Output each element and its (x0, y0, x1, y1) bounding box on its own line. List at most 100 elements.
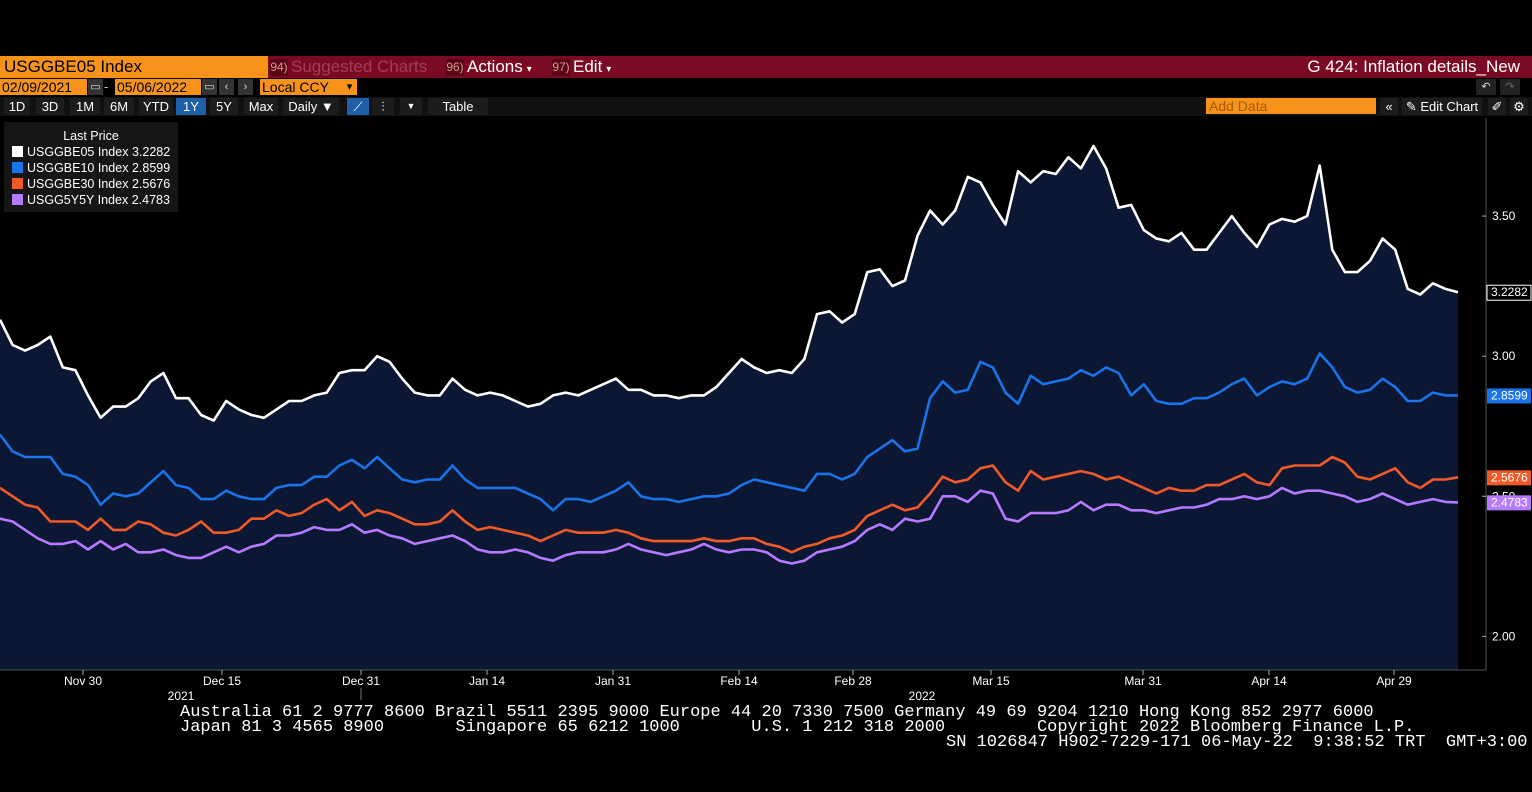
legend-item[interactable]: USGGBE05 Index 3.2282 (4, 144, 178, 160)
start-date-field[interactable]: 02/09/2021 (0, 79, 87, 95)
last-value-label: 2.5676 (1491, 470, 1528, 484)
menu-label: Suggested Charts (291, 57, 428, 76)
legend-label: USGGBE10 Index (27, 161, 129, 175)
edit-chart-button[interactable]: ✎ Edit Chart (1402, 98, 1482, 115)
dropdown-caret-icon: ▾ (606, 64, 612, 75)
function-bar (0, 56, 1532, 78)
y-tick-label: 3.50 (1492, 209, 1516, 223)
chart-legend: Last Price USGGBE05 Index 3.2282 USGGBE1… (4, 122, 178, 212)
footer-contacts-line2: Japan 81 3 4565 8900 Singapore 65 6212 1… (180, 718, 1415, 737)
chevron-down-icon[interactable]: ▼ (400, 98, 422, 115)
edit-chart-label: Edit Chart (1420, 99, 1479, 114)
page-title: G 424: Inflation details_New (1307, 57, 1520, 76)
legend-header: Last Price (63, 129, 119, 143)
series-line (0, 352, 1458, 512)
chevron-left-icon[interactable]: ‹ (219, 79, 234, 95)
legend-item[interactable]: USGG5Y5Y Index 2.4783 (4, 192, 178, 208)
menu-label: Edit (573, 57, 603, 76)
range-3d-button[interactable]: 3D (36, 98, 64, 115)
last-value-tag (1486, 284, 1532, 301)
series-layer (0, 144, 1459, 670)
last-value-tag (1487, 470, 1531, 486)
last-value-label: 2.4783 (1491, 495, 1528, 509)
undo-icon[interactable]: ↶ (1476, 79, 1496, 95)
last-value-tag (1487, 388, 1531, 404)
x-tick-label: Apr 14 (1251, 674, 1287, 688)
edit-menu[interactable]: 97) Edit ▾ (552, 56, 611, 78)
candlestick-icon[interactable]: ⫶ (372, 98, 394, 115)
range-6m-button[interactable]: 6M (104, 98, 134, 115)
security-ticker-field[interactable]: USGGBE05 Index (0, 56, 268, 78)
menu-number: 97) (552, 59, 570, 76)
date-range-bar: 02/09/2021 ▭ - 05/06/2022 ▭ ‹ › Local CC… (0, 79, 1532, 96)
range-1y-button[interactable]: 1Y (176, 98, 206, 115)
frequency-select[interactable]: Daily ▼ (283, 98, 339, 115)
annotate-icon[interactable]: ✐ (1488, 98, 1506, 115)
x-year-label: 2021 (168, 689, 195, 700)
frequency-label: Daily (288, 99, 318, 114)
legend-label: USGG5Y5Y Index (27, 193, 129, 207)
x-tick-label: Mar 31 (1124, 674, 1162, 688)
legend-swatch (12, 194, 23, 205)
x-tick-label: Dec 31 (342, 674, 380, 688)
range-toolbar: 1D 3D 1M 6M YTD 1Y 5Y Max Daily ▼ ⟋ ⫶ ▼ … (0, 97, 1532, 116)
axis-layer: 2.002.503.003.503.22822.85992.56762.4783… (64, 209, 1532, 700)
series-line (0, 144, 1459, 422)
last-value-label: 3.2282 (1491, 285, 1528, 299)
last-value-label: 2.8599 (1491, 388, 1528, 402)
y-tick-label: 3.00 (1492, 349, 1516, 363)
menu-number: 96) (446, 59, 464, 76)
series-area-fill (0, 146, 1458, 670)
x-tick-label: Feb 14 (720, 674, 758, 688)
suggested-charts-menu[interactable]: 94) Suggested Charts (270, 56, 427, 78)
range-1d-button[interactable]: 1D (4, 98, 30, 115)
range-ytd-button[interactable]: YTD (139, 98, 173, 115)
legend-swatch (12, 146, 23, 157)
calendar-icon[interactable]: ▭ (202, 79, 217, 95)
footer-contacts-line1: Australia 61 2 9777 8600 Brazil 5511 239… (180, 703, 1374, 722)
last-value-tag (1487, 495, 1531, 511)
x-tick-label: Apr 29 (1376, 674, 1412, 688)
x-tick-label: Jan 31 (595, 674, 631, 688)
line-chart[interactable]: 2.002.503.003.503.22822.85992.56762.4783… (0, 0, 1532, 700)
range-max-button[interactable]: Max (244, 98, 278, 115)
calendar-icon[interactable]: ▭ (88, 79, 103, 95)
range-5y-button[interactable]: 5Y (210, 98, 238, 115)
footer-session-info: SN 1026847 H902-7229-171 06-May-22 9:38:… (946, 733, 1528, 752)
chevron-right-icon[interactable]: › (238, 79, 253, 95)
x-tick-label: Jan 14 (469, 674, 505, 688)
series-line (0, 455, 1459, 554)
line-chart-icon[interactable]: ⟋ (347, 98, 369, 115)
legend-value: 2.5676 (131, 177, 171, 191)
series-line (0, 486, 1459, 565)
collapse-icon[interactable]: « (1380, 98, 1398, 115)
x-tick-label: Mar 15 (972, 674, 1010, 688)
legend-swatch (12, 178, 23, 189)
range-1m-button[interactable]: 1M (70, 98, 100, 115)
x-year-label: 2022 (909, 689, 936, 700)
gear-icon[interactable]: ⚙ (1510, 98, 1528, 115)
date-separator: - (104, 79, 109, 94)
legend-value: 2.4783 (131, 193, 170, 207)
actions-menu[interactable]: 96) Actions ▾ (446, 56, 532, 78)
legend-swatch (12, 162, 23, 173)
legend-value: 3.2282 (131, 145, 171, 159)
legend-label: USGGBE30 Index (27, 177, 129, 191)
x-tick-label: Dec 15 (203, 674, 241, 688)
redo-icon[interactable]: ↷ (1500, 79, 1520, 95)
add-data-input[interactable]: Add Data (1206, 98, 1376, 114)
legend-label: USGGBE05 Index (27, 145, 129, 159)
chevron-down-icon: ▼ (320, 99, 334, 114)
end-date-field[interactable]: 05/06/2022 (115, 79, 201, 95)
table-button[interactable]: Table (428, 98, 488, 115)
y-tick-label: 2.00 (1492, 629, 1516, 643)
currency-select[interactable]: Local CCY (260, 79, 342, 95)
chevron-down-icon[interactable]: ▾ (342, 79, 357, 95)
legend-item[interactable]: USGGBE10 Index 2.8599 (4, 160, 178, 176)
x-tick-label: Nov 30 (64, 674, 102, 688)
legend-value: 2.8599 (131, 161, 171, 175)
dropdown-caret-icon: ▾ (526, 64, 532, 75)
legend-item[interactable]: USGGBE30 Index 2.5676 (4, 176, 178, 192)
menu-number: 94) (270, 59, 288, 76)
menu-label: Actions (467, 57, 523, 76)
